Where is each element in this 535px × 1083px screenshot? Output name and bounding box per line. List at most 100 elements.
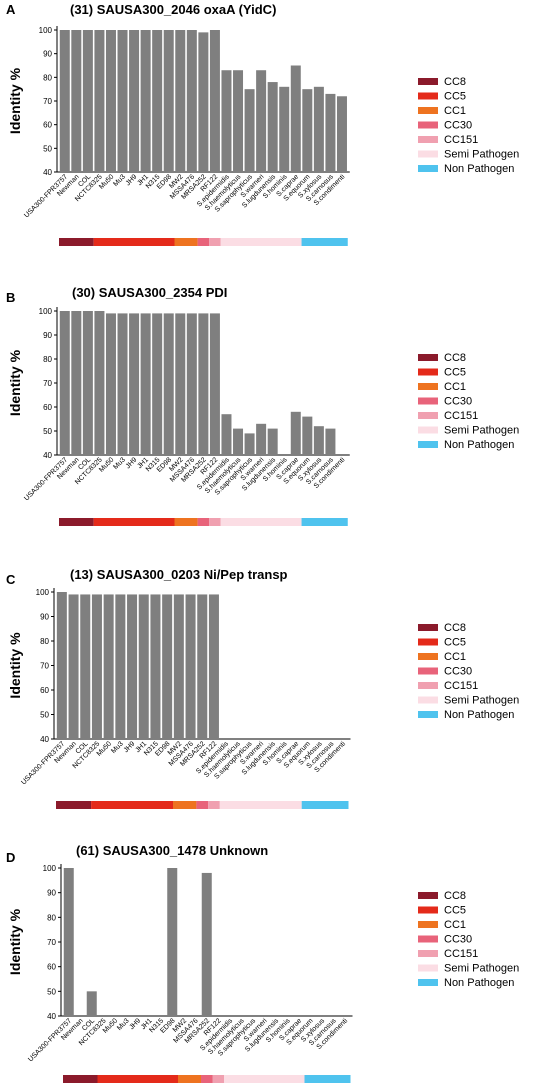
legend-label: CC151 <box>444 680 478 692</box>
legend-swatch <box>418 441 438 448</box>
bar <box>71 311 82 455</box>
panel-label: D <box>6 850 15 865</box>
bar <box>63 868 74 1016</box>
x-tick-label: JH9 <box>125 173 139 187</box>
bar <box>198 313 209 455</box>
legend-swatch <box>418 935 438 943</box>
y-tick-label: 40 <box>40 735 49 744</box>
y-tick-label: 60 <box>47 963 56 972</box>
bar <box>290 411 301 455</box>
group-strip-cc30 <box>196 801 209 809</box>
y-tick-label: 70 <box>40 662 49 671</box>
y-tick-label: 100 <box>36 588 50 597</box>
legend-label: CC151 <box>444 948 478 960</box>
legend-label: Semi Pathogen <box>444 149 519 161</box>
x-tick-label: Mu3 <box>112 456 127 471</box>
group-strip-cc5 <box>97 1075 178 1083</box>
legend-label: Semi Pathogen <box>444 425 519 437</box>
legend-label: Non Pathogen <box>444 709 514 721</box>
y-tick-label: 60 <box>43 121 52 130</box>
bar <box>186 313 197 455</box>
bar <box>105 313 116 455</box>
bar <box>82 30 93 172</box>
panel-A: A (31) SAUSA300_2046 oxaA (YidC) Identity … <box>6 2 519 246</box>
group-strip-non-pathogen <box>301 518 348 526</box>
bar <box>68 594 79 739</box>
legend-swatch <box>418 354 438 361</box>
legend-label: CC30 <box>444 396 472 408</box>
x-tick-label: JH9 <box>123 740 137 754</box>
group-strip-cc1 <box>174 238 198 246</box>
group-strip-cc8 <box>56 801 92 809</box>
y-tick-label: 70 <box>47 938 56 947</box>
bar <box>313 86 324 172</box>
y-tick-label: 50 <box>47 987 56 996</box>
legend-label: Semi Pathogen <box>444 695 519 707</box>
bar <box>279 86 290 172</box>
legend-swatch <box>418 150 438 158</box>
bar <box>186 30 197 172</box>
bar <box>173 594 184 739</box>
legend-label: CC8 <box>444 890 466 902</box>
legend-swatch <box>418 121 438 129</box>
bar <box>163 313 174 455</box>
bar <box>175 313 186 455</box>
panel-D: D (61) SAUSA300_1478 Unknown Identity % 40 5… <box>6 843 519 1083</box>
x-tick-label: Mu3 <box>112 173 127 188</box>
bar <box>267 82 278 172</box>
bar <box>256 70 267 172</box>
bar <box>86 991 97 1016</box>
bar <box>167 868 178 1016</box>
panel-label: A <box>6 2 16 17</box>
y-tick-label: 80 <box>47 913 56 922</box>
legend-label: CC5 <box>444 91 466 103</box>
group-strip-non-pathogen <box>304 1075 351 1083</box>
legend-label: CC8 <box>444 622 466 634</box>
bar <box>152 30 163 172</box>
x-tick-label: JH9 <box>125 456 139 470</box>
panel-title: (31) SAUSA300_2046 oxaA (YidC) <box>70 2 276 17</box>
panel-label: B <box>6 290 15 305</box>
bar <box>208 594 219 739</box>
y-tick-label: 40 <box>43 168 52 177</box>
group-strip-cc1 <box>173 801 197 809</box>
legend-label: CC151 <box>444 134 478 146</box>
bar <box>325 428 336 455</box>
legend-label: CC8 <box>444 352 466 364</box>
legend-swatch <box>418 667 438 675</box>
group-strip-cc5 <box>93 238 175 246</box>
bar <box>127 594 138 739</box>
bar <box>129 313 140 455</box>
legend-label: CC5 <box>444 637 466 649</box>
bar <box>175 30 186 172</box>
bar <box>94 311 105 455</box>
y-tick-label: 100 <box>39 26 53 35</box>
group-strip-cc30 <box>197 238 210 246</box>
bar <box>221 414 232 455</box>
bar <box>105 30 116 172</box>
bar <box>233 70 244 172</box>
legend-swatch <box>418 397 438 405</box>
y-tick-label: 40 <box>47 1012 56 1021</box>
bar <box>117 313 128 455</box>
legend-label: CC1 <box>444 381 466 393</box>
y-tick-label: 70 <box>43 379 52 388</box>
group-strip-non-pathogen <box>301 238 348 246</box>
group-strip-cc151 <box>209 238 221 246</box>
group-strip-semi-pathogen <box>220 518 302 526</box>
legend-swatch <box>418 165 438 172</box>
bar <box>103 594 114 739</box>
y-axis-label: Identity % <box>7 67 23 134</box>
legend-swatch <box>418 412 438 419</box>
bar <box>117 30 128 172</box>
group-strip-cc30 <box>201 1075 213 1083</box>
legend-swatch <box>418 696 438 704</box>
legend-swatch <box>418 136 438 143</box>
bar <box>138 594 149 739</box>
bar <box>201 872 212 1016</box>
legend-swatch <box>418 368 438 376</box>
bar <box>336 96 347 172</box>
bar <box>185 594 196 739</box>
group-strip-semi-pathogen <box>219 801 302 809</box>
bar <box>244 433 255 455</box>
